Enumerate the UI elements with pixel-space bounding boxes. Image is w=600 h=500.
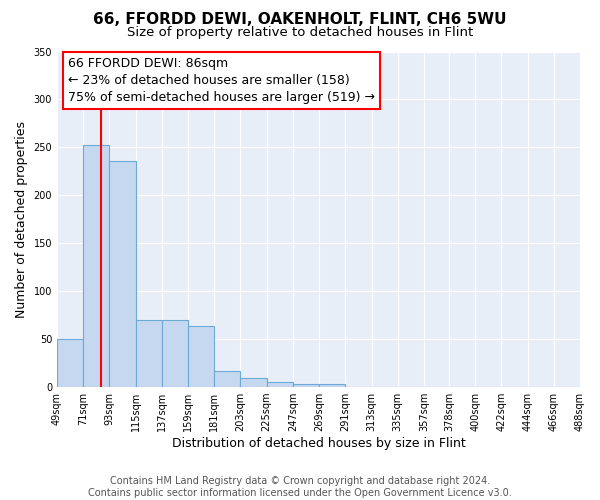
Bar [188,326,214,387]
Bar [293,384,319,387]
Bar [83,146,109,387]
Bar [136,320,162,387]
Bar [57,339,83,387]
Text: 66 FFORDD DEWI: 86sqm
← 23% of detached houses are smaller (158)
75% of semi-det: 66 FFORDD DEWI: 86sqm ← 23% of detached … [68,56,374,104]
Bar [162,320,188,387]
Text: Size of property relative to detached houses in Flint: Size of property relative to detached ho… [127,26,473,39]
Bar [241,378,267,387]
Bar [319,384,346,387]
Text: Contains HM Land Registry data © Crown copyright and database right 2024.
Contai: Contains HM Land Registry data © Crown c… [88,476,512,498]
Bar [109,161,136,387]
Bar [214,371,241,387]
Text: 66, FFORDD DEWI, OAKENHOLT, FLINT, CH6 5WU: 66, FFORDD DEWI, OAKENHOLT, FLINT, CH6 5… [93,12,507,28]
Y-axis label: Number of detached properties: Number of detached properties [15,121,28,318]
Bar [267,382,293,387]
X-axis label: Distribution of detached houses by size in Flint: Distribution of detached houses by size … [172,437,466,450]
